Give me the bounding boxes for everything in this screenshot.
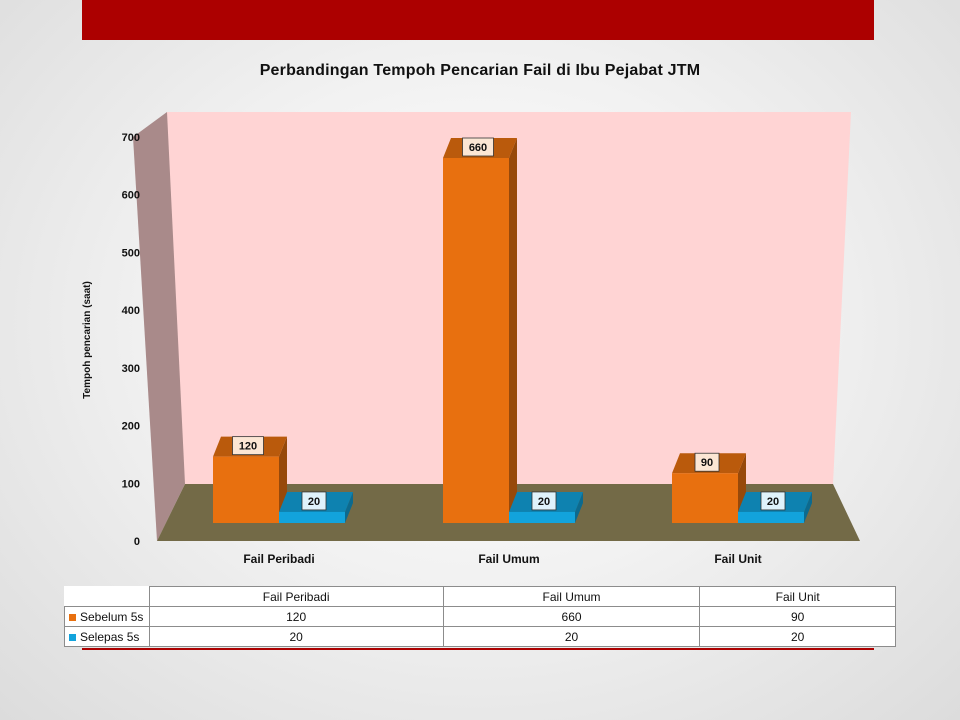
table-corner [64,586,150,607]
bar [738,511,804,523]
y-tick-label: 0 [134,536,140,548]
legend-label: Selepas 5s [80,629,140,644]
table-header-row: Fail Peribadi Fail Umum Fail Unit [64,586,896,607]
y-tick-label: 200 [122,421,140,433]
bar-side [345,491,353,523]
bar-side [804,491,812,523]
table-row: Selepas 5s 20 20 20 [64,626,896,647]
bar-side [509,138,517,523]
table-cell: 120 [148,606,444,627]
data-label: 20 [767,496,779,508]
data-label-box [301,491,327,511]
y-tick-label: 100 [122,478,140,490]
bar [443,158,509,523]
x-tick-label: Fail Peribadi [243,552,314,566]
y-tick-label: 700 [122,132,140,144]
legend-entry-sebelum: Sebelum 5s [64,606,150,627]
legend-swatch-icon [69,633,76,641]
bar [213,456,279,523]
y-tick-label: 500 [122,247,140,259]
x-tick-label: Fail Unit [714,552,761,566]
bar [672,473,738,523]
y-tick-label: 600 [122,190,140,202]
data-label-box [462,137,494,157]
y-tick-label: 300 [122,363,140,375]
top-banner [82,0,874,40]
legend-entry-selepas: Selepas 5s [64,626,150,647]
chart-title: Perbandingan Tempoh Pencarian Fail di Ib… [259,62,701,79]
bar-side [575,491,583,523]
x-axis: Fail Peribadi Fail Umum Fail Unit [243,552,761,566]
data-label: 120 [239,441,257,453]
data-label: 90 [701,457,713,469]
data-label-box [531,491,557,511]
table-cell: 20 [442,626,701,647]
table-header-cell: Fail Peribadi [148,586,444,607]
data-table: Fail Peribadi Fail Umum Fail Unit Sebelu… [64,586,896,647]
data-label-box [694,452,720,472]
table-cell: 90 [699,606,896,627]
bar-chart: 0 100 200 300 400 500 600 700 120 20 660 20 90 20 Fa… [82,112,860,566]
table-header-cell: Fail Unit [699,586,896,607]
side-wall [133,112,185,541]
table-cell: 20 [699,626,896,647]
data-label: 20 [308,496,320,508]
table-header-cell: Fail Umum [442,586,701,607]
data-label: 20 [538,496,550,508]
legend-swatch-icon [69,613,76,621]
bar [509,511,575,523]
data-label-box [760,491,786,511]
y-axis-title: Tempoh pencarian (saat) [82,281,93,399]
table-cell: 20 [148,626,444,647]
bar [279,511,345,523]
table-cell: 660 [442,606,701,627]
data-label-box [232,436,264,456]
x-tick-label: Fail Umum [478,552,539,566]
chart-bars: 120 20 660 20 90 20 [213,137,812,523]
data-label: 660 [469,142,487,154]
y-tick-label: 400 [122,305,140,317]
bottom-divider [82,648,874,650]
table-row: Sebelum 5s 120 660 90 [64,606,896,627]
y-axis: 0 100 200 300 400 500 600 700 [122,132,140,548]
legend-label: Sebelum 5s [80,609,144,624]
